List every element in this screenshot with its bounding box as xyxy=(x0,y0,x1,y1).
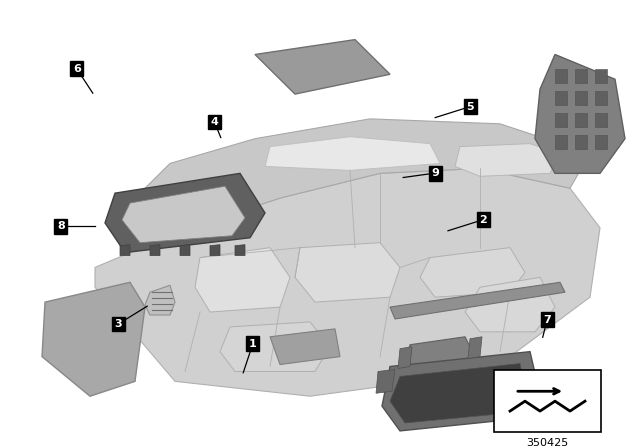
Polygon shape xyxy=(95,168,600,396)
Polygon shape xyxy=(235,245,245,255)
Text: 7: 7 xyxy=(543,314,551,324)
Polygon shape xyxy=(105,173,265,253)
Polygon shape xyxy=(420,248,525,297)
Polygon shape xyxy=(210,245,220,255)
Polygon shape xyxy=(150,245,160,255)
Polygon shape xyxy=(220,322,330,371)
Polygon shape xyxy=(575,91,587,105)
Polygon shape xyxy=(455,144,560,177)
Polygon shape xyxy=(555,91,567,105)
Text: 4: 4 xyxy=(211,117,218,127)
Polygon shape xyxy=(555,135,567,149)
Polygon shape xyxy=(120,245,130,255)
Text: 3: 3 xyxy=(115,319,122,329)
Polygon shape xyxy=(382,352,545,431)
Polygon shape xyxy=(468,337,482,358)
Polygon shape xyxy=(295,243,400,302)
Polygon shape xyxy=(42,282,145,396)
Polygon shape xyxy=(265,137,440,170)
Polygon shape xyxy=(595,113,607,127)
Polygon shape xyxy=(595,91,607,105)
Polygon shape xyxy=(140,119,590,228)
Polygon shape xyxy=(390,282,565,319)
Polygon shape xyxy=(376,370,395,393)
Text: 1: 1 xyxy=(249,339,257,349)
Polygon shape xyxy=(555,113,567,127)
Polygon shape xyxy=(255,39,390,94)
Polygon shape xyxy=(122,186,245,243)
Polygon shape xyxy=(195,248,290,312)
Polygon shape xyxy=(398,347,412,369)
Text: 8: 8 xyxy=(57,221,65,231)
Polygon shape xyxy=(555,69,567,83)
Polygon shape xyxy=(575,69,587,83)
Polygon shape xyxy=(595,69,607,83)
Text: 350425: 350425 xyxy=(526,438,568,448)
Polygon shape xyxy=(465,277,555,332)
FancyBboxPatch shape xyxy=(494,370,601,432)
Polygon shape xyxy=(595,135,607,149)
Polygon shape xyxy=(535,55,625,173)
Text: 5: 5 xyxy=(467,102,474,112)
Text: 6: 6 xyxy=(73,64,81,74)
Text: 9: 9 xyxy=(431,168,439,178)
Polygon shape xyxy=(270,329,340,365)
Polygon shape xyxy=(390,363,530,423)
Text: 2: 2 xyxy=(479,215,487,224)
Polygon shape xyxy=(405,337,475,379)
Polygon shape xyxy=(575,113,587,127)
Polygon shape xyxy=(575,135,587,149)
Polygon shape xyxy=(180,245,190,255)
Polygon shape xyxy=(145,285,175,315)
